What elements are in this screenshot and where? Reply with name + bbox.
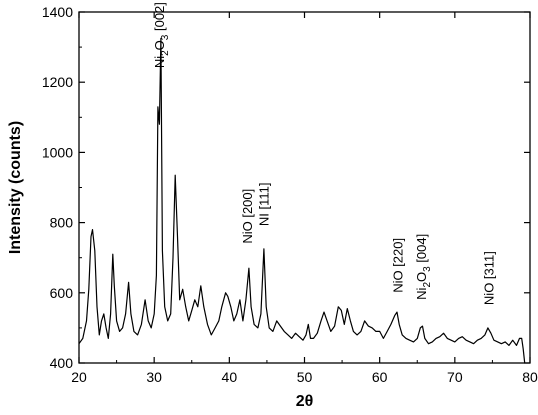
x-tick-label: 80	[522, 369, 538, 385]
y-tick-label: 1200	[42, 74, 73, 90]
y-axis: 400 600 800 1000 1200 1400	[42, 4, 530, 371]
x-axis: 20 30 40 50 60 70 80	[71, 12, 538, 385]
peak-label: NiO [220]	[390, 238, 405, 293]
peak-label: NiO [200]	[240, 189, 255, 244]
peak-label: NI [111]	[257, 183, 272, 227]
y-tick-label: 400	[50, 355, 74, 371]
x-axis-title: 2θ	[296, 393, 314, 410]
x-tick-label: 30	[146, 369, 162, 385]
peak-label: Ni2O3 [004]	[414, 234, 433, 300]
y-tick-label: 1000	[42, 144, 73, 160]
x-tick-label: 20	[71, 369, 87, 385]
y-tick-label: 600	[50, 285, 74, 301]
y-tick-label: 1400	[42, 4, 73, 20]
x-tick-label: 40	[222, 369, 238, 385]
y-tick-label: 800	[50, 215, 74, 231]
peak-annotations: Ni2O3 [002] NiO [200] NI [111] NiO [220] Ni2…	[152, 2, 496, 305]
x-tick-label: 70	[447, 369, 463, 385]
peak-label: Ni2O3 [002]	[152, 2, 171, 68]
intensity-series-line	[78, 37, 526, 364]
x-tick-label: 50	[297, 369, 313, 385]
y-axis-title: Intensity (counts)	[7, 121, 24, 254]
x-tick-label: 60	[372, 369, 388, 385]
peak-label: NiO [311]	[481, 251, 496, 305]
